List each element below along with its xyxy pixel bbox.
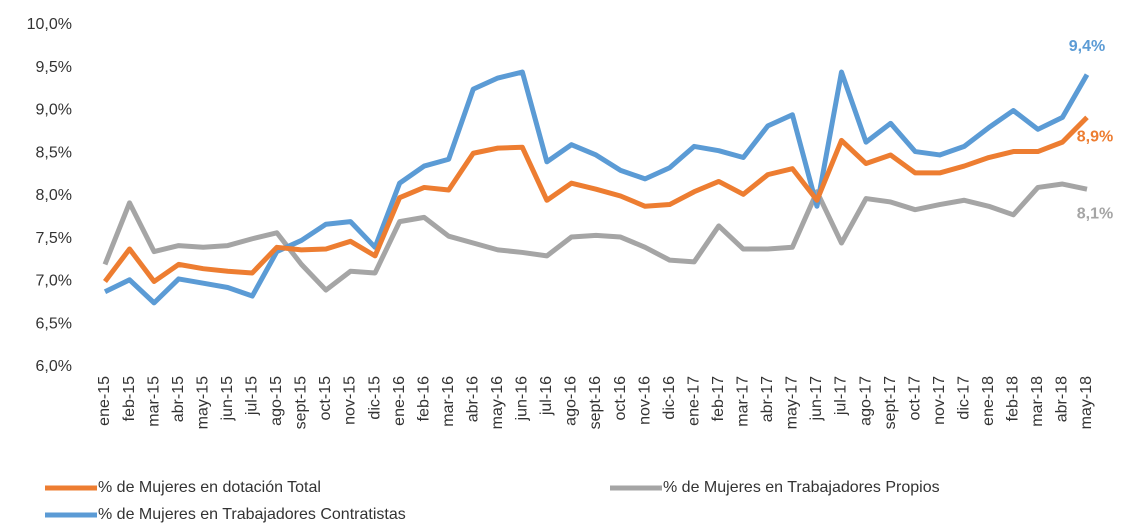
- x-tick-label: sept-16: [587, 376, 604, 429]
- x-tick-label: mar-16: [440, 376, 457, 427]
- x-tick-label: mar-15: [145, 376, 162, 427]
- data-label: 8,9%: [1077, 129, 1113, 146]
- x-tick-label: abr-18: [1054, 376, 1071, 422]
- x-tick-label: nov-17: [931, 376, 948, 425]
- x-tick-label: jul-16: [538, 376, 555, 416]
- x-tick-label: may-17: [784, 376, 801, 429]
- x-tick-label: feb-18: [1005, 376, 1022, 421]
- x-tick-label: may-16: [489, 376, 506, 429]
- x-tick-label: ene-17: [685, 376, 702, 426]
- x-tick-label: feb-15: [121, 376, 138, 421]
- legend-label: % de Mujeres en Trabajadores Contratista…: [98, 506, 406, 523]
- x-tick-label: jun-15: [219, 376, 236, 422]
- y-tick-label: 9,0%: [36, 102, 72, 119]
- x-tick-label: ene-15: [96, 376, 113, 426]
- x-tick-label: may-18: [1078, 376, 1095, 429]
- x-tick-label: ago-17: [857, 376, 874, 426]
- x-tick-label: may-15: [194, 376, 211, 429]
- x-tick-label: abr-17: [759, 376, 776, 422]
- legend-label: % de Mujeres en Trabajadores Propios: [663, 479, 940, 496]
- y-tick-label: 9,5%: [36, 59, 72, 76]
- series-line: [102, 181, 1088, 293]
- x-tick-label: ene-16: [391, 376, 408, 426]
- x-tick-label: nov-15: [342, 376, 359, 425]
- x-tick-label: ene-18: [980, 376, 997, 426]
- x-tick-label: sept-15: [293, 376, 310, 429]
- x-tick-label: dic-17: [955, 376, 972, 420]
- x-tick-label: jul-17: [833, 376, 850, 416]
- y-tick-label: 7,5%: [36, 230, 72, 247]
- data-label: 9,4%: [1069, 38, 1105, 55]
- x-tick-label: abr-16: [464, 376, 481, 422]
- y-tick-label: 8,0%: [36, 187, 72, 204]
- x-tick-label: feb-17: [710, 376, 727, 421]
- data-label: 8,1%: [1077, 205, 1113, 222]
- y-tick-label: 8,5%: [36, 144, 72, 161]
- x-tick-label: oct-17: [906, 376, 923, 421]
- y-tick-label: 10,0%: [27, 16, 72, 33]
- x-tick-label: mar-17: [735, 376, 752, 427]
- series-line: [103, 69, 1090, 306]
- x-tick-label: oct-16: [612, 376, 629, 421]
- x-tick-label: jun-17: [808, 376, 825, 422]
- x-tick-label: dic-15: [366, 376, 383, 420]
- x-tick-label: mar-18: [1029, 376, 1046, 427]
- x-tick-label: sept-17: [882, 376, 899, 429]
- y-tick-label: 7,0%: [36, 273, 72, 290]
- x-tick-label: jun-16: [514, 376, 531, 422]
- legend-label: % de Mujeres en dotación Total: [98, 479, 321, 496]
- y-tick-label: 6,5%: [36, 315, 72, 332]
- x-tick-label: ago-15: [268, 376, 285, 426]
- series-line: [103, 115, 1089, 284]
- x-tick-label: nov-16: [636, 376, 653, 425]
- x-tick-label: feb-16: [415, 376, 432, 421]
- x-tick-label: oct-15: [317, 376, 334, 421]
- x-tick-label: ago-16: [563, 376, 580, 426]
- x-tick-label: jul-15: [244, 376, 261, 416]
- x-tick-label: abr-15: [170, 376, 187, 422]
- x-tick-label: dic-16: [661, 376, 678, 420]
- y-tick-label: 6,0%: [36, 358, 72, 375]
